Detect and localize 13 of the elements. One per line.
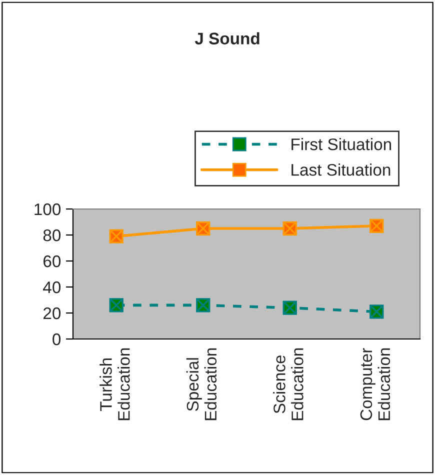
chart-title: J Sound <box>194 32 260 44</box>
legend-label: Last Situation <box>292 164 390 176</box>
y-tick-label: 80 <box>43 229 61 242</box>
x-tick-label: Special Education <box>186 348 217 420</box>
y-tick-label: 60 <box>44 255 61 268</box>
y-tick-label: 20 <box>43 307 61 320</box>
y-tick-label: 0 <box>52 333 61 346</box>
x-tick-label: Computer Education <box>360 348 390 420</box>
x-tick-label: Turkish Education <box>100 348 130 420</box>
y-tick-label: 100 <box>34 203 61 216</box>
legend-label: First Situation <box>292 138 392 150</box>
x-tick-label: Science Education <box>273 348 304 420</box>
y-tick-label: 40 <box>43 281 61 294</box>
